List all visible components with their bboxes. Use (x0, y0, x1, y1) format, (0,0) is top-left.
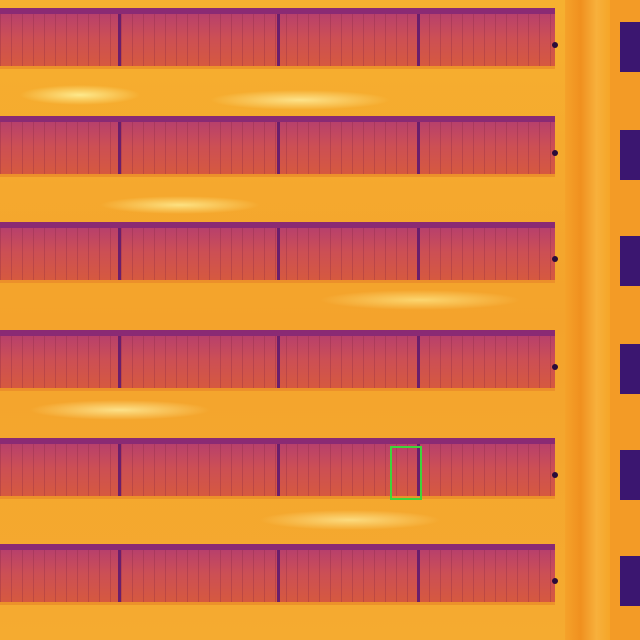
panel-seam (417, 336, 420, 388)
panel-seam (417, 228, 420, 280)
edge-panel (620, 344, 640, 394)
edge-panel (620, 130, 640, 180)
panel-seam (277, 444, 280, 496)
panel-seam (118, 550, 121, 602)
panel-seam (277, 122, 280, 174)
panel-seam (417, 550, 420, 602)
solar-panel-row (0, 330, 558, 388)
panel-seam (277, 228, 280, 280)
panel-seam (118, 228, 121, 280)
edge-panel (620, 450, 640, 500)
panel-seam (417, 444, 420, 496)
panel-seam (118, 336, 121, 388)
row-end-mount (552, 472, 558, 478)
solar-panel-row (0, 438, 558, 496)
panel-seam (417, 122, 420, 174)
row-end-mount (552, 364, 558, 370)
row-end-mount (552, 578, 558, 584)
panel-seam (417, 14, 420, 66)
row-end-mount (552, 42, 558, 48)
solar-panel-row (0, 8, 558, 66)
edge-panel (620, 236, 640, 286)
panel-seam (277, 14, 280, 66)
row-end-mount (552, 256, 558, 262)
edge-panel (620, 556, 640, 606)
solar-panel-row (0, 222, 558, 280)
row-end-mount (552, 150, 558, 156)
panel-seam (277, 336, 280, 388)
anomaly-bounding-box (390, 446, 422, 500)
right-edge-strip (610, 0, 640, 640)
panel-seam (118, 14, 121, 66)
panel-seam (118, 122, 121, 174)
solar-panel-row (0, 544, 558, 602)
panel-seam (118, 444, 121, 496)
edge-panel (620, 22, 640, 72)
panel-seam (277, 550, 280, 602)
service-road (565, 0, 610, 640)
solar-panel-row (0, 116, 558, 174)
